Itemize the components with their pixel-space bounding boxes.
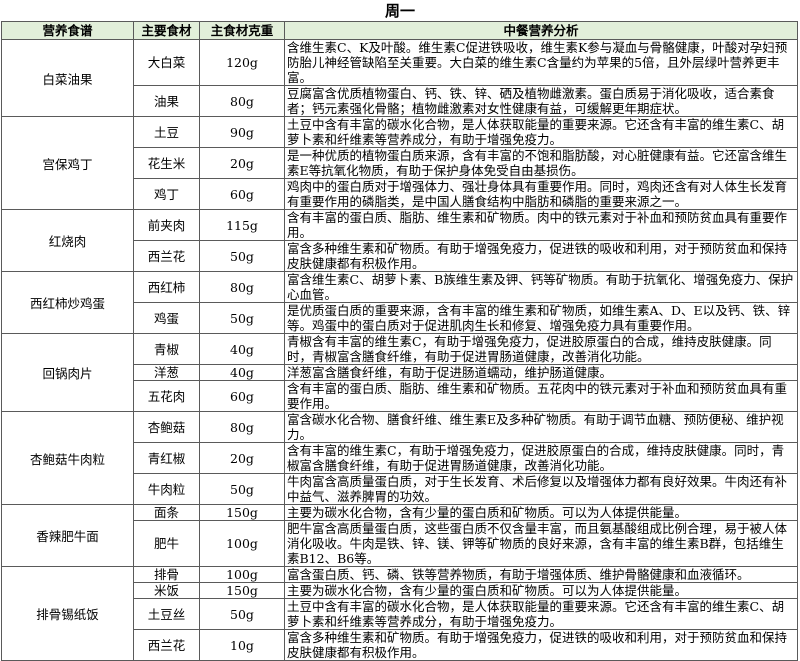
- ingredient-name: 青红椒: [133, 442, 200, 474]
- table-row: 土豆丝 50g 土豆中含有丰富的碳水化合物，是人体获取能量的重要来源。它还含有丰…: [2, 598, 798, 630]
- ingredient-name: 土豆: [133, 116, 200, 148]
- ingredient-name: 西红柿: [133, 271, 200, 303]
- nutrition-analysis: 鸡肉中的蛋白质对于增强体力、强壮身体具有重要作用。同时，鸡肉还含有对人体生长发育…: [284, 178, 798, 210]
- ingredient-weight: 120g: [199, 39, 285, 86]
- table-row: 油果 80g 豆腐富含优质植物蛋白、钙、铁、锌、硒及植物雌激素。蛋白质易于消化吸…: [2, 85, 798, 117]
- table-row: 青红椒 20g 含有丰富的维生素C，有助于增强免疫力，促进胶原蛋白的合成，维持皮…: [2, 442, 798, 474]
- ingredient-name: 西兰花: [133, 629, 200, 661]
- dish-name: 白菜油果: [1, 39, 134, 117]
- ingredient-name: 面条: [133, 504, 200, 521]
- table-row: 花生米 20g 是一种优质的植物蛋白质来源，含有丰富的不饱和脂肪酸，对心脏健康有…: [2, 147, 798, 179]
- table-row: 米饭 150g 主要为碳水化合物，含有少量的蛋白质和矿物质。可以为人体提供能量。: [2, 582, 798, 599]
- nutrition-analysis: 豆腐富含优质植物蛋白、钙、铁、锌、硒及植物雌激素。蛋白质易于消化吸收，适合素食者…: [284, 85, 798, 117]
- nutrition-analysis: 肥牛富含高质量蛋白质，这些蛋白质不仅含量丰富，而且氨基酸组成比例合理，易于被人体…: [284, 520, 798, 567]
- ingredient-weight: 60g: [199, 380, 285, 412]
- ingredient-weight: 100g: [199, 566, 285, 583]
- ingredient-weight: 20g: [199, 147, 285, 179]
- ingredient-name: 牛肉粒: [133, 473, 200, 505]
- ingredient-weight: 150g: [199, 504, 285, 521]
- ingredient-name: 青椒: [133, 333, 200, 365]
- ingredient-name: 土豆丝: [133, 598, 200, 630]
- ingredient-weight: 40g: [199, 333, 285, 365]
- nutrition-analysis: 含有丰富的维生素C，有助于增强免疫力，促进胶原蛋白的合成，维持皮肤健康。同时，青…: [284, 442, 798, 474]
- nutrition-analysis: 土豆中含有丰富的碳水化合物，是人体获取能量的重要来源。它还含有丰富的维生素C、胡…: [284, 116, 798, 148]
- table-row: 西红柿炒鸡蛋 西红柿 80g 富含维生素C、胡萝卜素、B族维生素及钾、钙等矿物质…: [1, 271, 798, 334]
- ingredient-weight: 100g: [199, 520, 285, 567]
- ingredient-name: 米饭: [133, 582, 200, 599]
- ingredient-weight: 50g: [199, 473, 285, 505]
- nutrition-analysis: 富含维生素C、胡萝卜素、B族维生素及钾、钙等矿物质。有助于抗氧化、增强免疫力、保…: [284, 271, 798, 303]
- ingredient-weight: 80g: [199, 85, 285, 117]
- table-row: 牛肉粒 50g 牛肉富含高质量蛋白质，对于生长发育、术后修复以及增强体力都有良好…: [2, 473, 798, 505]
- ingredient-weight: 115g: [199, 209, 285, 241]
- table-row: 排骨锡纸饭 排骨 100g 富含蛋白质、钙、磷、铁等营养物质，有助于增强体质、维…: [1, 566, 798, 661]
- column-header-weight: 主食材克重: [199, 21, 285, 40]
- table-row: 肥牛 100g 肥牛富含高质量蛋白质，这些蛋白质不仅含量丰富，而且氨基酸组成比例…: [2, 520, 798, 567]
- nutrition-analysis: 富含多种维生素和矿物质。有助于增强免疫力，促进铁的吸收和利用，对于预防贫血和保持…: [284, 240, 798, 272]
- nutrition-menu-table: 营养食谱 主要食材 主食材克重 中餐营养分析 白菜油果 大白菜 120g 含维生…: [1, 21, 798, 661]
- nutrition-analysis: 含有丰富的蛋白质、脂肪、维生素和矿物质。肉中的铁元素对于补血和预防贫血具有重要作…: [284, 209, 798, 241]
- table-row: 鸡蛋 50g 是优质蛋白质的重要来源，含有丰富的维生素和矿物质，如维生素A、D、…: [2, 302, 798, 334]
- nutrition-analysis: 富含碳水化合物、膳食纤维、维生素E及多种矿物质。有助于调节血糖、预防便秘、维护视…: [284, 411, 798, 443]
- nutrition-analysis: 富含蛋白质、钙、磷、铁等营养物质，有助于增强体质、维护骨骼健康和血液循环。: [284, 566, 798, 583]
- ingredient-weight: 50g: [199, 240, 285, 272]
- header-row: 营养食谱 主要食材 主食材克重 中餐营养分析: [1, 21, 798, 40]
- dish-name: 红烧肉: [1, 209, 134, 272]
- table-row: 红烧肉 前夹肉 115g 含有丰富的蛋白质、脂肪、维生素和矿物质。肉中的铁元素对…: [1, 209, 798, 272]
- table-row: 西兰花 50g 富含多种维生素和矿物质。有助于增强免疫力，促进铁的吸收和利用，对…: [2, 240, 798, 272]
- dish-name: 杏鲍菇牛肉粒: [1, 411, 134, 505]
- ingredient-weight: 20g: [199, 442, 285, 474]
- ingredient-name: 杏鲍菇: [133, 411, 200, 443]
- nutrition-analysis: 青椒含有丰富的维生素C，有助于增强免疫力，促进胶原蛋白的合成，维持皮肤健康。同时…: [284, 333, 798, 365]
- ingredient-weight: 40g: [199, 364, 285, 381]
- nutrition-analysis: 主要为碳水化合物，含有少量的蛋白质和矿物质。可以为人体提供能量。: [284, 582, 798, 599]
- ingredient-name: 五花肉: [133, 380, 200, 412]
- page-title: 周一: [384, 2, 415, 20]
- ingredient-weight: 10g: [199, 629, 285, 661]
- ingredient-name: 洋葱: [133, 364, 200, 381]
- table-row: 白菜油果 大白菜 120g 含维生素C、K及叶酸。维生素C促进铁吸收，维生素K参…: [1, 39, 798, 117]
- ingredient-name: 排骨: [133, 566, 200, 583]
- dish-name: 回锅肉片: [1, 333, 134, 412]
- dish-name: 宫保鸡丁: [1, 116, 134, 210]
- ingredient-name: 油果: [133, 85, 200, 117]
- ingredient-weight: 80g: [199, 271, 285, 303]
- ingredient-weight: 50g: [199, 598, 285, 630]
- ingredient-name: 西兰花: [133, 240, 200, 272]
- table-row: 鸡丁 60g 鸡肉中的蛋白质对于增强体力、强壮身体具有重要作用。同时，鸡肉还含有…: [2, 178, 798, 210]
- ingredient-weight: 80g: [199, 411, 285, 443]
- nutrition-analysis: 主要为碳水化合物，含有少量的蛋白质和矿物质。可以为人体提供能量。: [284, 504, 798, 521]
- dish-name: 香辣肥牛面: [1, 504, 134, 567]
- ingredient-weight: 60g: [199, 178, 285, 210]
- table-row: 回锅肉片 青椒 40g 青椒含有丰富的维生素C，有助于增强免疫力，促进胶原蛋白的…: [1, 333, 798, 412]
- ingredient-name: 鸡丁: [133, 178, 200, 210]
- ingredient-weight: 50g: [199, 302, 285, 334]
- nutrition-analysis: 牛肉富含高质量蛋白质，对于生长发育、术后修复以及增强体力都有良好效果。牛肉还有补…: [284, 473, 798, 505]
- nutrition-analysis: 是优质蛋白质的重要来源，含有丰富的维生素和矿物质，如维生素A、D、E以及钙、铁、…: [284, 302, 798, 334]
- nutrition-analysis: 富含多种维生素和矿物质。有助于增强免疫力，促进铁的吸收和利用，对于预防贫血和保持…: [284, 629, 798, 661]
- column-header-ingredient: 主要食材: [133, 21, 200, 40]
- ingredient-weight: 150g: [199, 582, 285, 599]
- nutrition-analysis: 含维生素C、K及叶酸。维生素C促进铁吸收，维生素K参与凝血与骨骼健康，叶酸对孕妇…: [284, 39, 798, 86]
- nutrition-analysis: 是一种优质的植物蛋白质来源，含有丰富的不饱和脂肪酸，对心脏健康有益。它还富含维生…: [284, 147, 798, 179]
- ingredient-name: 大白菜: [133, 39, 200, 86]
- column-header-dish: 营养食谱: [1, 21, 134, 40]
- nutrition-analysis: 含有丰富的蛋白质、脂肪、维生素和矿物质。五花肉中的铁元素对于补血和预防贫血具有重…: [284, 380, 798, 412]
- table-row: 宫保鸡丁 土豆 90g 土豆中含有丰富的碳水化合物，是人体获取能量的重要来源。它…: [1, 116, 798, 210]
- ingredient-weight: 90g: [199, 116, 285, 148]
- table-row: 香辣肥牛面 面条 150g 主要为碳水化合物，含有少量的蛋白质和矿物质。可以为人…: [1, 504, 798, 567]
- table-row: 杏鲍菇牛肉粒 杏鲍菇 80g 富含碳水化合物、膳食纤维、维生素E及多种矿物质。有…: [1, 411, 798, 505]
- ingredient-name: 前夹肉: [133, 209, 200, 241]
- nutrition-analysis: 土豆中含有丰富的碳水化合物，是人体获取能量的重要来源。它还含有丰富的维生素C、胡…: [284, 598, 798, 630]
- ingredient-name: 肥牛: [133, 520, 200, 567]
- nutrition-analysis: 洋葱富含膳食纤维，有助于促进肠道蠕动，维护肠道健康。: [284, 364, 798, 381]
- ingredient-name: 鸡蛋: [133, 302, 200, 334]
- ingredient-name: 花生米: [133, 147, 200, 179]
- dish-name: 西红柿炒鸡蛋: [1, 271, 134, 334]
- dish-name: 排骨锡纸饭: [1, 566, 134, 661]
- column-header-analysis: 中餐营养分析: [284, 21, 798, 40]
